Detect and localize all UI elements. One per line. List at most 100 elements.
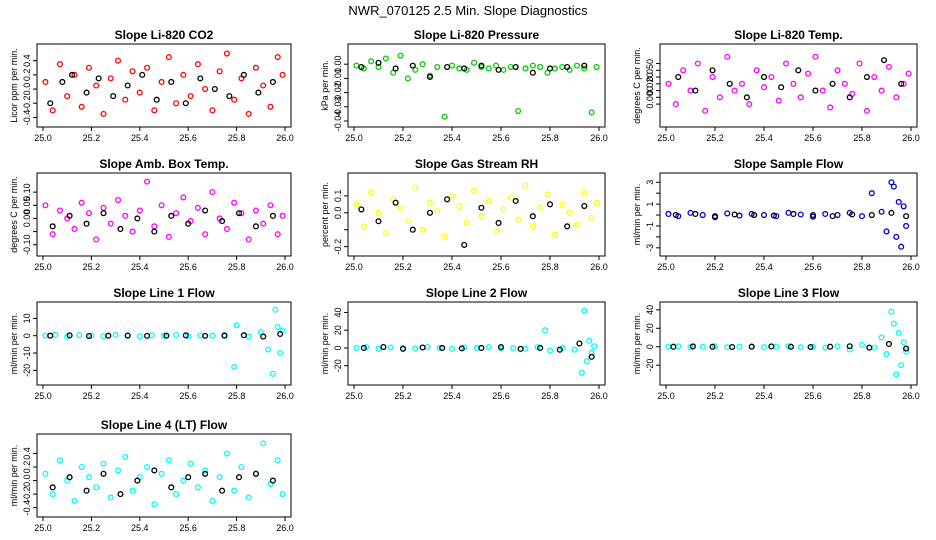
- data-point: [905, 70, 912, 77]
- data-point: [419, 344, 426, 351]
- chart-title: Slope Line 3 Flow: [738, 286, 840, 300]
- data-point: [573, 221, 580, 228]
- data-point: [670, 343, 677, 350]
- data-point: [265, 346, 272, 353]
- y-tick-label: 0.020: [645, 73, 655, 96]
- data-point: [85, 210, 93, 217]
- data-point: [49, 107, 56, 114]
- data-point: [88, 332, 95, 339]
- data-point: [444, 63, 451, 71]
- data-point: [66, 332, 73, 339]
- data-point: [216, 68, 223, 75]
- data-point: [689, 343, 696, 350]
- data-point: [895, 329, 902, 336]
- data-point: [515, 216, 522, 223]
- data-point: [588, 109, 595, 116]
- data-point: [760, 73, 768, 81]
- y-tick-label: -10: [22, 347, 32, 360]
- data-point: [257, 329, 264, 336]
- x-tick-label: 25.2: [83, 133, 101, 143]
- x-tick-label: 26.0: [276, 523, 294, 533]
- data-point: [107, 494, 114, 501]
- data-point: [878, 87, 885, 94]
- y-axis-label: degrees C per min.: [632, 47, 642, 124]
- data-point: [114, 57, 122, 64]
- data-point: [209, 189, 216, 196]
- x-tick-label: 25.4: [443, 391, 461, 401]
- data-point: [158, 202, 165, 209]
- data-point: [245, 494, 252, 501]
- y-tick-label: 0.2: [22, 69, 32, 82]
- data-point: [709, 343, 716, 350]
- data-point: [441, 113, 448, 120]
- data-point: [571, 346, 578, 353]
- data-point: [461, 65, 468, 72]
- data-point: [822, 210, 829, 218]
- data-point: [252, 207, 260, 214]
- data-point: [773, 213, 780, 220]
- data-point: [512, 197, 519, 205]
- series-all: [353, 52, 600, 120]
- data-point: [885, 63, 892, 70]
- data-point: [478, 204, 485, 211]
- x-tick-label: 25.6: [492, 262, 510, 272]
- data-point: [544, 191, 551, 198]
- data-point: [883, 351, 890, 358]
- chart-title: Slope Amb. Box Temp.: [99, 157, 228, 171]
- data-point: [269, 212, 276, 219]
- plot-frame: [347, 172, 606, 257]
- data-point: [893, 94, 900, 101]
- data-point: [478, 62, 485, 69]
- data-point: [807, 343, 814, 351]
- data-point: [711, 343, 719, 350]
- data-point: [160, 332, 168, 339]
- data-point: [834, 67, 841, 74]
- y-tick-label: 0.4: [22, 54, 32, 67]
- x-tick-label: 26.0: [902, 391, 920, 401]
- data-point: [866, 344, 873, 351]
- chart-title: Slope Sample Flow: [734, 157, 844, 171]
- data-point: [829, 80, 836, 87]
- data-point: [173, 331, 180, 339]
- x-tick-label: 25.2: [394, 133, 412, 143]
- chart-panel-2: Slope Li-820 Pressure 25.0 25.2 25.4 25.6 25.…: [320, 28, 608, 143]
- x-tick-label: 25.4: [131, 523, 149, 533]
- chart-title: Slope Li-820 CO2: [115, 28, 214, 42]
- chart-panel-10: Slope Line 4 (LT) Flow 25.0 25.2 25.4 25.6 25…: [9, 418, 294, 533]
- data-point: [809, 343, 817, 350]
- data-point: [564, 63, 571, 71]
- data-point: [124, 82, 131, 89]
- data-point: [434, 63, 441, 71]
- chart-panel-9: Slope Line 3 Flow 25.0 25.2 25.4 25.6 25.8 26.…: [632, 286, 920, 401]
- data-point: [168, 78, 175, 85]
- data-point: [93, 484, 100, 491]
- data-point: [68, 71, 76, 78]
- data-point: [485, 343, 492, 351]
- y-tick-label: 0: [22, 333, 32, 338]
- data-point: [260, 82, 267, 89]
- data-point: [124, 332, 131, 339]
- data-point: [100, 210, 107, 217]
- data-point: [114, 196, 122, 204]
- chart-title: Slope Li-820 Pressure: [414, 28, 540, 42]
- data-point: [231, 487, 238, 494]
- series-highlighted: [49, 467, 276, 498]
- x-tick-label: 26.0: [590, 133, 608, 143]
- data-point: [42, 470, 49, 477]
- y-tick-label: 0.1: [333, 190, 343, 203]
- data-point: [888, 308, 895, 315]
- data-point: [223, 450, 230, 457]
- y-axis-label: ml/min per min.: [632, 313, 642, 375]
- data-point: [42, 202, 49, 209]
- data-point: [785, 343, 792, 350]
- data-point: [900, 339, 907, 346]
- y-tick-label: -1: [645, 222, 655, 230]
- x-tick-label: 25.2: [83, 523, 101, 533]
- data-point: [165, 54, 172, 61]
- data-point: [134, 215, 141, 222]
- data-point: [353, 344, 360, 351]
- data-point: [863, 73, 870, 81]
- data-point: [56, 457, 63, 464]
- data-point: [85, 64, 93, 71]
- data-point: [883, 228, 890, 235]
